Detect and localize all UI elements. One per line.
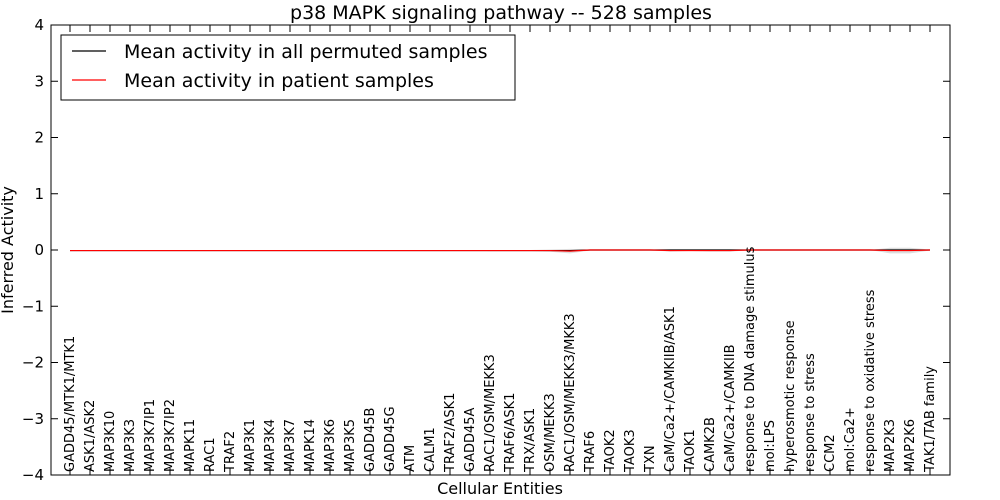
- x-tick-label: MAP3K3: [123, 419, 138, 472]
- x-tick-label: CaM/Ca2+/CAMKIIB: [723, 344, 738, 472]
- x-tick-label: TAOK1: [683, 429, 698, 473]
- x-tick-label: TRAF6/ASK1: [503, 393, 518, 473]
- y-tick-label: 4: [34, 16, 44, 34]
- x-tick-label: MAPK14: [303, 419, 318, 472]
- x-axis-label: Cellular Entities: [437, 479, 563, 498]
- x-tick-label: RAC1/OSM/MEKK3/MKK3: [563, 313, 578, 472]
- y-tick-label: −2: [22, 354, 44, 372]
- x-tick-label: GADD45/MTK1/MTK1: [63, 336, 78, 472]
- x-tick-label: MAP3K7: [283, 419, 298, 472]
- x-tick-label: TRAF2: [223, 431, 238, 473]
- x-tick-label: TAOK2: [603, 429, 618, 473]
- x-tick-label: mol:LPS: [763, 420, 778, 472]
- x-tick-label: TRAF2/ASK1: [443, 393, 458, 473]
- x-tick-label: MAP3K7IP2: [163, 399, 178, 472]
- y-tick-label: 1: [34, 185, 44, 203]
- chart-title: p38 MAPK signaling pathway -- 528 sample…: [290, 2, 712, 24]
- x-tick-label: ASK1/ASK2: [83, 400, 98, 472]
- y-tick-label: −1: [22, 297, 44, 315]
- y-tick-label: 3: [34, 72, 44, 90]
- legend-label-patient: Mean activity in patient samples: [124, 70, 434, 92]
- x-tick-label: response to stress: [803, 353, 818, 472]
- legend: Mean activity in all permuted samples Me…: [60, 34, 516, 101]
- x-tick-label: MAP2K3: [883, 419, 898, 472]
- x-tick-label: RAC1/OSM/MEKK3: [483, 354, 498, 472]
- x-tick-label: CCM2: [823, 434, 838, 472]
- x-tick-label: MAP3K6: [323, 419, 338, 472]
- y-tick-label: −3: [22, 410, 44, 428]
- x-axis-ticks: GADD45/MTK1/MTK1 ASK1/ASK2 MAP3K10 MAP3K3 MA…: [63, 25, 938, 475]
- x-tick-label: MAP3K1: [243, 419, 258, 472]
- x-tick-label: RAC1: [203, 437, 218, 472]
- x-tick-label: TXN: [643, 445, 658, 473]
- x-tick-label: CAMK2B: [703, 417, 718, 472]
- x-tick-label: TRX/ASK1: [523, 408, 538, 473]
- x-tick-label: CaM/Ca2+/CAMKIIB/ASK1: [663, 306, 678, 472]
- x-tick-label: OSM/MEKK3: [543, 393, 558, 472]
- x-tick-label: TRAF6: [583, 431, 598, 473]
- x-tick-label: GADD45G: [383, 406, 398, 472]
- x-tick-label: GADD45B: [363, 408, 378, 472]
- legend-box: [60, 34, 516, 101]
- x-tick-label: TAK1/TAB family: [923, 366, 938, 473]
- plot-area-frame: [50, 24, 951, 476]
- x-tick-label: response to oxidative stress: [863, 289, 878, 472]
- y-axis-ticks: −4 −3 −2 −1 0 1 2 3 4: [22, 16, 950, 484]
- x-tick-label: ATM: [403, 445, 418, 472]
- y-axis-label: Inferred Activity: [0, 186, 17, 314]
- y-tick-label: 0: [34, 241, 44, 259]
- x-tick-label: CALM1: [423, 427, 438, 472]
- x-tick-label: response to DNA damage stimulus: [743, 246, 758, 472]
- x-tick-label: MAP2K6: [903, 419, 918, 472]
- x-tick-label: MAP3K7IP1: [143, 399, 158, 472]
- series-line-patient: [70, 249, 931, 252]
- y-tick-label: 2: [34, 129, 44, 147]
- y-tick-label: −4: [22, 466, 44, 484]
- x-tick-label: GADD45A: [463, 407, 478, 472]
- x-tick-label: mol:Ca2+: [843, 407, 858, 472]
- series-line-layer: [70, 249, 931, 252]
- legend-label-permuted: Mean activity in all permuted samples: [124, 41, 487, 63]
- x-tick-label: MAP3K4: [263, 419, 278, 472]
- x-tick-label: MAPK11: [183, 419, 198, 472]
- x-tick-label: hyperosmotic response: [783, 320, 798, 472]
- x-tick-label: MAP3K5: [343, 419, 358, 472]
- x-tick-label: TAOK3: [623, 429, 638, 473]
- x-tick-label: MAP3K10: [103, 411, 118, 472]
